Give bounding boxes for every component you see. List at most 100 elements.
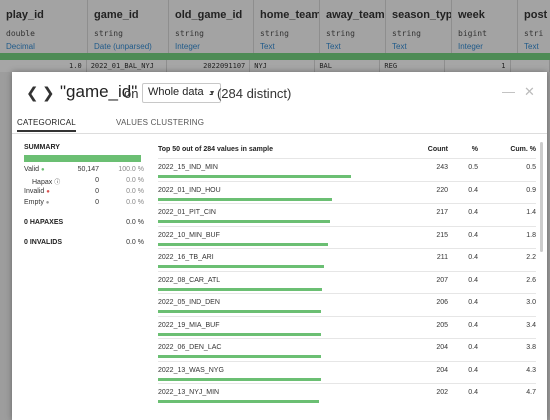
values-scrollbar[interactable] [540, 142, 543, 252]
column-name: game_id [94, 9, 139, 21]
grid-cell[interactable]: 2022091107 [167, 60, 251, 72]
column-meaning[interactable]: Integer [458, 42, 483, 51]
value-label[interactable]: 2022_13_NYJ_MIN [158, 389, 220, 396]
summary-pct: 0.0 % [126, 177, 144, 184]
value-row[interactable]: 2022_08_CAR_ATL 207 0.4 2.6 [158, 270, 536, 294]
hapaxes-pct: 0.0 % [126, 219, 144, 226]
value-cum-pct: 1.8 [526, 231, 536, 239]
summary-row-empty: Empty ● 0 0.0 % [24, 199, 144, 210]
minimize-icon[interactable]: — [502, 84, 515, 99]
on-label: on [124, 86, 139, 101]
table-row: 1.0 2022_01_BAL_NYJ 2022091107 NYJ BAL REG 1 [0, 60, 550, 72]
valid-dot-icon: ● [41, 167, 45, 173]
value-row[interactable]: 2022_13_WAS_NYG 204 0.4 4.3 [158, 360, 536, 384]
summary-pct: 0.0 % [126, 199, 144, 206]
value-label[interactable]: 2022_01_PIT_CIN [158, 209, 216, 216]
grid-cell[interactable]: 1.0 [0, 60, 87, 72]
value-label[interactable]: 2022_08_CAR_ATL [158, 276, 221, 284]
tab-values-clustering[interactable]: VALUES CLUSTERING [116, 118, 205, 127]
column-meaning[interactable]: Text [392, 42, 407, 51]
value-frequency-bar [158, 220, 330, 223]
value-label[interactable]: 2022_16_TB_ARI [158, 254, 214, 261]
value-row[interactable]: 2022_16_TB_ARI 211 0.4 2.2 [158, 248, 536, 271]
sample-select[interactable]: Whole data ▼ [142, 83, 221, 103]
grid-cell[interactable]: REG [380, 60, 446, 72]
column-name: home_team [260, 9, 320, 21]
value-pct: 0.4 [468, 276, 478, 284]
value-row[interactable]: 2022_06_DEN_LAC 204 0.4 3.8 [158, 338, 536, 361]
summary-count: 0 [95, 199, 99, 206]
value-row[interactable]: 2022_13_NYJ_MIN 202 0.4 4.7 [158, 383, 536, 406]
value-frequency-bar [158, 175, 351, 178]
count-header[interactable]: Count [427, 146, 448, 153]
value-pct: 0.4 [468, 299, 478, 306]
value-row[interactable]: 2022_19_MIA_BUF 205 0.4 3.4 [158, 315, 536, 339]
grid-column-header[interactable]: season_type string Text [386, 0, 452, 53]
value-label[interactable]: 2022_19_MIA_BUF [158, 321, 220, 329]
grid-column-header[interactable]: away_team string Text [320, 0, 386, 53]
grid-cell[interactable]: NYJ [250, 60, 316, 72]
column-storage-type: bigint [458, 29, 487, 38]
value-count: 204 [436, 366, 448, 374]
value-label[interactable]: 2022_06_DEN_LAC [158, 344, 222, 351]
column-title: "game_id" [60, 82, 138, 101]
column-meaning[interactable]: Date (unparsed) [94, 42, 152, 51]
value-frequency-bar [158, 197, 332, 201]
value-cum-pct: 3.0 [526, 299, 536, 306]
summary-label: Invalid [24, 188, 45, 195]
invalids-section: 0 INVALIDS 0.0 % [24, 239, 144, 250]
column-meaning[interactable]: Text [524, 42, 539, 51]
grid-column-header[interactable]: old_game_id string Integer [169, 0, 254, 53]
cum-pct-header[interactable]: Cum. % [510, 146, 536, 153]
value-label[interactable]: 2022_15_IND_MIN [158, 164, 218, 171]
column-name: week [458, 9, 485, 21]
grid-cell[interactable] [511, 60, 550, 72]
value-count: 220 [436, 186, 448, 194]
value-count: 217 [436, 209, 448, 216]
close-icon[interactable]: ✕ [524, 84, 535, 99]
value-cum-pct: 4.3 [526, 366, 536, 374]
value-label[interactable]: 2022_10_MIN_BUF [158, 231, 220, 239]
grid-cell[interactable]: 1 [445, 60, 511, 72]
pct-header[interactable]: % [471, 146, 478, 153]
value-row[interactable]: 2022_05_IND_DEN 206 0.4 3.0 [158, 293, 536, 316]
chevron-left-icon[interactable]: ❮ [26, 84, 39, 102]
summary-label: Hapax [32, 179, 53, 186]
value-label[interactable]: 2022_05_IND_DEN [158, 299, 220, 306]
value-row[interactable]: 2022_15_IND_MIN 243 0.5 0.5 [158, 158, 536, 181]
value-cum-pct: 4.7 [526, 389, 536, 396]
grid-cell[interactable]: 2022_01_BAL_NYJ [87, 60, 167, 72]
column-storage-type: string [94, 29, 123, 38]
grid-column-header[interactable]: home_team string Text [254, 0, 320, 53]
column-meaning[interactable]: Integer [175, 42, 200, 51]
column-meaning[interactable]: Decimal [6, 42, 35, 51]
grid-column-header[interactable]: post stri Text [518, 0, 550, 53]
value-label[interactable]: 2022_13_WAS_NYG [158, 366, 224, 374]
grid-column-header[interactable]: play_id double Decimal [0, 0, 88, 53]
hapaxes-section: 0 HAPAXES 0.0 % [24, 219, 144, 230]
info-icon[interactable]: ⓘ [54, 180, 61, 186]
value-cum-pct: 2.6 [526, 276, 536, 284]
value-row[interactable]: 2022_01_PIT_CIN 217 0.4 1.4 [158, 203, 536, 226]
grid-column-header[interactable]: week bigint Integer [452, 0, 518, 53]
value-label[interactable]: 2022_01_IND_HOU [158, 186, 221, 194]
column-storage-type: double [6, 29, 35, 38]
value-cum-pct: 0.5 [526, 164, 536, 171]
value-pct: 0.4 [468, 389, 478, 396]
value-row[interactable]: 2022_10_MIN_BUF 215 0.4 1.8 [158, 225, 536, 249]
summary-row-valid: Valid ● 50,147 100.0 % [24, 166, 144, 177]
value-frequency-bar [158, 332, 321, 336]
column-storage-type: string [326, 29, 355, 38]
grid-cell[interactable]: BAL [315, 60, 381, 72]
column-meaning[interactable]: Text [260, 42, 275, 51]
value-cum-pct: 1.4 [526, 209, 536, 216]
column-meaning[interactable]: Text [326, 42, 341, 51]
summary-row-hapax: Hapax ⓘ 0 0.0 % [24, 177, 144, 188]
value-count: 215 [436, 231, 448, 239]
chevron-right-icon[interactable]: ❯ [42, 84, 55, 102]
summary-row-invalid: Invalid ● 0 0.0 % [24, 188, 144, 199]
value-row[interactable]: 2022_01_IND_HOU 220 0.4 0.9 [158, 180, 536, 204]
tab-categorical[interactable]: CATEGORICAL [17, 118, 76, 132]
values-table-title: Top 50 out of 284 values in sample [158, 146, 274, 153]
